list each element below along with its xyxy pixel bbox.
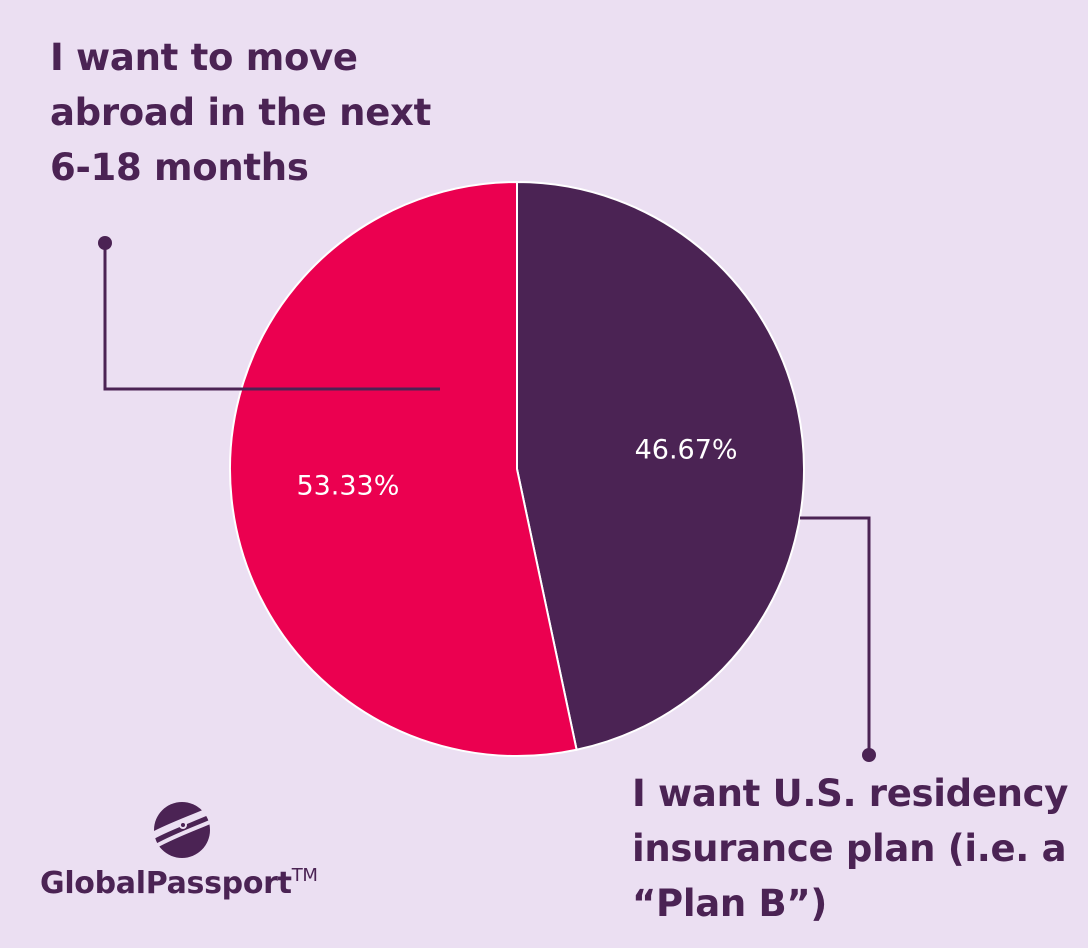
globalpassport-logo-icon [150, 802, 218, 858]
leader-lines [98, 236, 876, 762]
callout-line: abroad in the next [50, 91, 431, 134]
leader-dot-residency [862, 748, 876, 762]
callout-line: I want to move [50, 36, 358, 79]
callout-residency-plan: I want U.S. residency insurance plan (i.… [632, 766, 1072, 931]
slice-value-label-0: 46.67% [635, 435, 738, 466]
callout-line: insurance plan (i.e. a [632, 827, 1067, 870]
pie-slice-0 [516, 180, 805, 751]
callout-line: 6-18 months [50, 146, 309, 189]
pie-slice-1 [229, 180, 578, 757]
callout-line: I want U.S. residency [632, 772, 1069, 815]
slice-value-label-1: 53.33% [296, 470, 399, 501]
leader-line-residency [800, 516, 871, 755]
brand-trademark: TM [291, 865, 318, 886]
brand-wordmark: GlobalPassportTM [40, 865, 318, 901]
leader-dot-move-abroad [98, 236, 112, 250]
callout-move-abroad: I want to move abroad in the next 6-18 m… [50, 30, 470, 195]
callout-line: “Plan B”) [632, 882, 828, 925]
leader-line-move-abroad [103, 243, 440, 391]
brand-name: GlobalPassport [40, 866, 292, 901]
